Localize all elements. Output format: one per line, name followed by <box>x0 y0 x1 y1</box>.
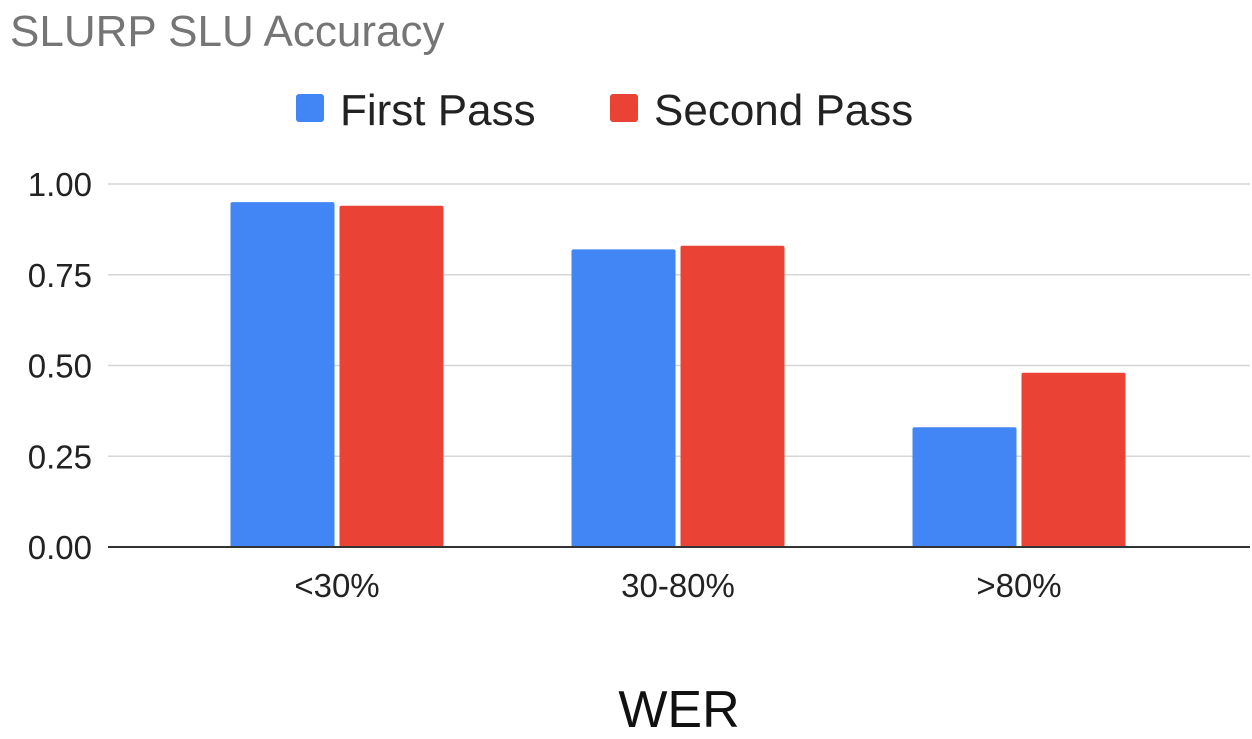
chart-title: SLURP SLU Accuracy <box>10 7 444 56</box>
bar-first-pass-2 <box>912 427 1017 547</box>
legend: First Pass Second Pass <box>296 86 913 135</box>
bar-first-pass-0 <box>230 202 335 547</box>
y-tick-label: 0.50 <box>28 348 92 385</box>
legend-swatch-first-pass <box>296 94 324 122</box>
y-tick-label: 0.00 <box>28 529 92 566</box>
legend-label-first-pass: First Pass <box>340 86 536 135</box>
legend-label-second-pass: Second Pass <box>654 86 913 135</box>
x-tick-label: <30% <box>294 567 379 604</box>
y-tick-label: 1.00 <box>28 166 92 203</box>
x-tick-label: >80% <box>976 567 1061 604</box>
y-axis-ticks: 0.00 0.25 0.50 0.75 1.00 <box>28 166 92 566</box>
bar-second-pass-1 <box>680 245 785 547</box>
bars <box>230 202 1126 547</box>
legend-swatch-second-pass <box>610 94 638 122</box>
bar-second-pass-2 <box>1021 372 1126 547</box>
y-tick-label: 0.75 <box>28 257 92 294</box>
bar-second-pass-0 <box>339 205 444 547</box>
x-axis-title: WER <box>618 681 739 739</box>
y-tick-label: 0.25 <box>28 438 92 475</box>
bar-first-pass-1 <box>571 249 676 547</box>
x-tick-label: 30-80% <box>621 567 735 604</box>
x-axis-ticks: <30% 30-80% >80% <box>294 567 1061 604</box>
